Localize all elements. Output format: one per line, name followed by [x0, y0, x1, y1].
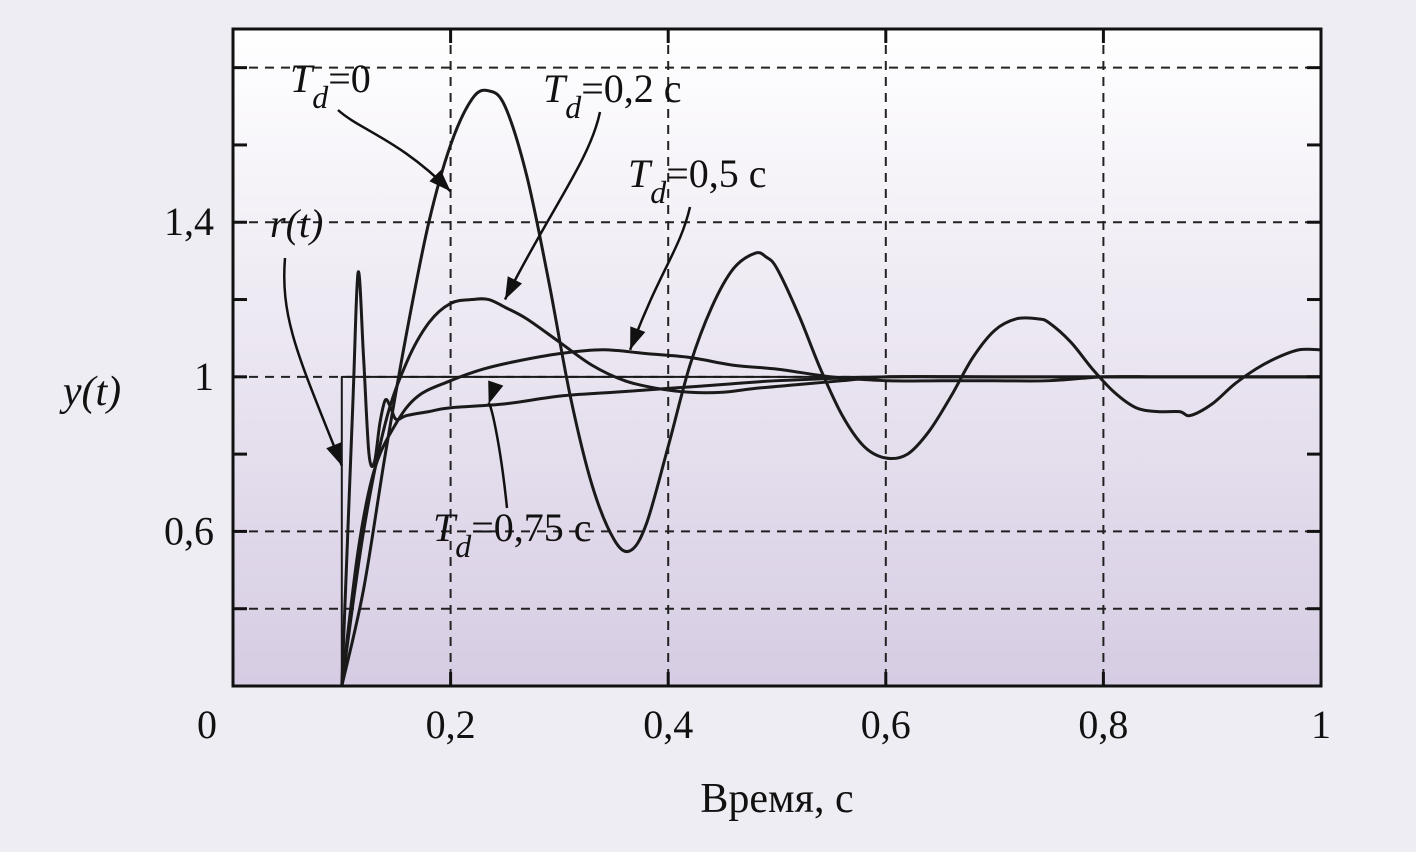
x-tick-label: 0 — [197, 702, 217, 747]
annotation-t-d-0-arrow — [337, 109, 452, 193]
y-axis-label: y(t) — [59, 369, 121, 415]
x-tick-label: 0,2 — [426, 702, 476, 747]
annotation-t-d-0-2-с-arrow — [503, 111, 602, 301]
x-tick-label: 0,8 — [1078, 702, 1128, 747]
annotation-t-d-0-2-с-arrowhead — [505, 276, 523, 300]
plot-area — [233, 29, 1321, 686]
annotation-t-d-0-arrowhead — [429, 170, 451, 192]
y-tick-label: 1,4 — [164, 199, 214, 244]
annotation-r-t-arrow — [283, 257, 343, 467]
annotation-t-d-0-2-с-label: Td=0,2 с — [543, 66, 682, 125]
x-tick-label: 1 — [1311, 702, 1331, 747]
x-axis-label: Время, с — [700, 776, 853, 822]
annotation-t-d-0-label: Td=0 — [290, 56, 371, 115]
series-line-t-d-0 — [340, 88, 1322, 687]
annotation-t-d-0-5-с-arrow — [628, 206, 692, 351]
x-tick-label: 0,6 — [861, 702, 911, 747]
annotation-r-t-label: r(t) — [270, 201, 323, 246]
annotation-t-d-0-5-с-arrowhead — [630, 326, 646, 350]
y-tick-label: 1 — [194, 354, 214, 399]
y-tick-label: 0,6 — [164, 508, 214, 553]
x-tick-label: 0,4 — [643, 702, 693, 747]
annotation-t-d-0-5-с-label: Td=0,5 с — [628, 151, 767, 210]
plot-frame — [231, 27, 1323, 688]
annotation-t-d-0-75-с-arrowhead — [488, 380, 504, 404]
annotation-r-t-arrowhead — [326, 442, 342, 466]
series-line-t-d-0-75-с — [340, 270, 1321, 687]
annotation-t-d-0-75-с-label: Td=0,75 с — [433, 505, 592, 564]
